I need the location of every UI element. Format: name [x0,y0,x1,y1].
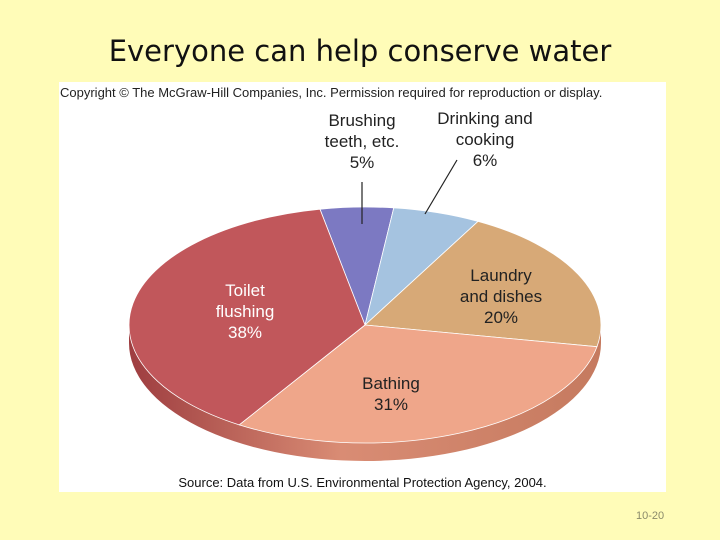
slice-percent-1: 6% [473,151,498,170]
slice-label-1: cooking [456,130,515,149]
slice-label-2: Laundry [470,266,532,285]
slice-label-0: teeth, etc. [325,132,400,151]
slice-label-4: Toilet [225,281,265,300]
slice-label-2: and dishes [460,287,542,306]
slice-label-0: Brushing [328,111,395,130]
slice-percent-2: 20% [484,308,518,327]
slice-label-4: flushing [216,302,275,321]
pie-slice-2 [364,220,602,348]
chart-figure: Brushing teeth, etc. 5% Drinking and cooking… [59,82,666,492]
slice-label-1: Drinking and [437,109,532,128]
slice-percent-4: 38% [228,323,262,342]
pie-slice-3 [238,324,598,444]
source-note: Source: Data from U.S. Environmental Pro… [178,475,547,490]
slice-percent-0: 5% [350,153,375,172]
pie-chart: Brushing teeth, etc. 5% Drinking and cooking… [128,109,602,461]
page-number: 10-20 [636,510,665,522]
copyright-notice: Copyright © The McGraw-Hill Companies, I… [60,85,603,100]
slice-label-3: Bathing [362,374,420,393]
pie-slice-4 [128,208,366,426]
slide-title: Everyone can help conserve water [108,34,612,68]
slice-percent-3: 31% [374,395,408,414]
leader-line-1 [424,159,458,215]
